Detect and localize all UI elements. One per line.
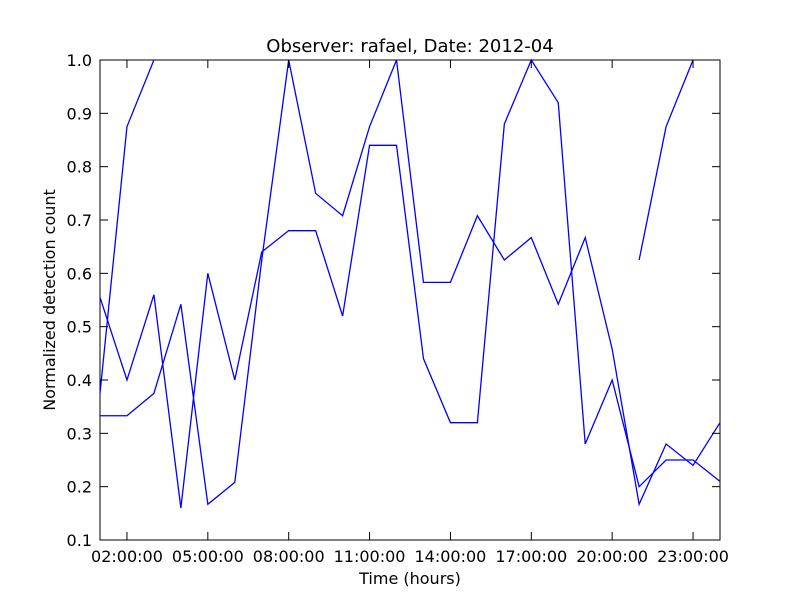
series-3-line-segment-2: [638, 59, 694, 261]
x-tick-label: 05:00:00: [172, 547, 244, 566]
x-tick-label: 14:00:00: [415, 547, 487, 566]
y-axis-ticks: 0.1 0.2 0.3 0.4 0.5 0.6 0.7 0.8 0.9 1.0: [67, 51, 720, 550]
y-tick-label: 0.1: [67, 531, 92, 550]
y-tick-label: 0.3: [67, 424, 92, 443]
series-layer: [99, 58, 721, 509]
y-tick-label: 0.9: [67, 104, 92, 123]
plot-area: [99, 59, 721, 541]
y-tick-label: 0.2: [67, 478, 92, 497]
x-axis-label: Time (hours): [358, 569, 461, 588]
y-tick-label: 0.6: [67, 264, 92, 283]
x-tick-label: 17:00:00: [495, 547, 567, 566]
x-tick-label: 23:00:00: [657, 547, 729, 566]
y-tick-label: 0.7: [67, 211, 92, 230]
x-axis-ticks: 02:00:00 05:00:00 08:00:00 11:00:00 14:00:00…: [91, 60, 729, 566]
x-tick-label: 08:00:00: [253, 547, 325, 566]
y-tick-label: 0.8: [67, 158, 92, 177]
y-tick-label: 0.5: [67, 318, 92, 337]
y-axis-label: Normalized detection count: [40, 189, 59, 411]
chart-title: Observer: rafael, Date: 2012-04: [266, 36, 553, 57]
x-tick-label: 02:00:00: [91, 547, 163, 566]
series-3-line-segment-1: [99, 59, 155, 394]
series-2-line: [100, 59, 721, 507]
series-1-line: [99, 58, 721, 509]
x-tick-label: 11:00:00: [334, 547, 406, 566]
y-tick-label: 1.0: [67, 51, 92, 70]
x-tick-label: 20:00:00: [576, 547, 648, 566]
y-tick-label: 0.4: [67, 371, 92, 390]
